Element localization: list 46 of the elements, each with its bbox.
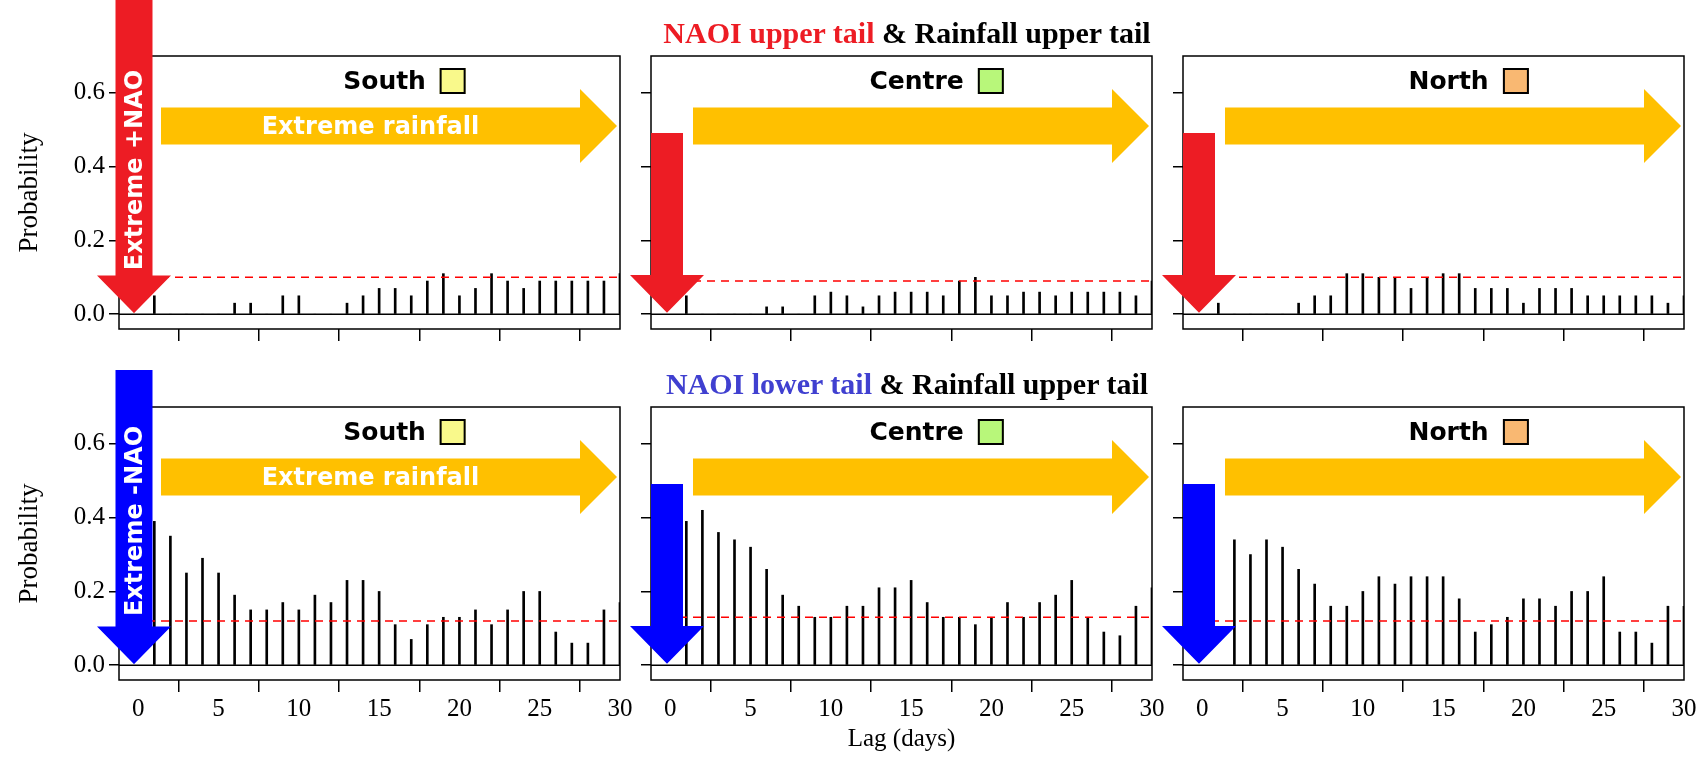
x-tick-label: 15 xyxy=(1430,693,1456,721)
text: & Rainfall upper tail xyxy=(879,367,1149,400)
chart-title: Centre xyxy=(869,66,964,95)
annotation: Extreme rainfall xyxy=(261,112,480,141)
y-tick-label: 0.4 xyxy=(73,151,106,179)
x-tick-label: 15 xyxy=(898,693,924,721)
y-tick-label: 0.6 xyxy=(73,428,105,456)
chart-title: North xyxy=(1408,66,1489,95)
annotation: Extreme -NAO xyxy=(119,426,148,617)
x-tick-label: 30 xyxy=(1671,693,1697,721)
x-tick-label: 25 xyxy=(1059,693,1085,721)
x-tick-label: 10 xyxy=(818,693,844,721)
x-tick-label: 25 xyxy=(527,693,553,721)
y-axis-title: Probability xyxy=(13,132,44,253)
chart-title: South xyxy=(343,417,426,446)
x-tick-label: 25 xyxy=(1591,693,1617,721)
annotation: Extreme +NAO xyxy=(119,70,148,271)
text: & Rainfall upper tail xyxy=(882,16,1151,49)
x-tick-label: 30 xyxy=(607,693,633,721)
x-tick-label: 30 xyxy=(1139,693,1165,721)
y-tick-label: 0.2 xyxy=(73,576,105,604)
x-tick-label: 15 xyxy=(366,693,392,721)
x-axis-title: Lag (days) xyxy=(847,723,956,752)
x-tick-label: 5 xyxy=(1276,693,1289,721)
text: NAOI lower tail xyxy=(665,367,872,400)
chart-title: Centre xyxy=(869,417,964,446)
annotation: Extreme rainfall xyxy=(261,463,480,492)
y-axis-title: Probability xyxy=(13,483,44,604)
x-tick-label: 20 xyxy=(978,693,1004,721)
chart-title: South xyxy=(343,66,426,95)
x-tick-label: 20 xyxy=(446,693,472,721)
x-tick-label: 0 xyxy=(1196,693,1209,721)
x-tick-label: 0 xyxy=(664,693,677,721)
x-tick-label: 5 xyxy=(744,693,757,721)
y-tick-label: 0.2 xyxy=(73,225,105,253)
x-tick-label: 5 xyxy=(212,693,225,721)
x-tick-label: 0 xyxy=(132,693,145,721)
y-tick-label: 0.4 xyxy=(73,502,106,530)
x-tick-label: 20 xyxy=(1510,693,1536,721)
text: NAOI upper tail xyxy=(663,16,875,49)
chart-title: North xyxy=(1408,417,1489,446)
y-tick-label: 0.6 xyxy=(73,77,105,105)
x-tick-label: 10 xyxy=(1350,693,1376,721)
y-tick-label: 0.0 xyxy=(73,649,105,677)
x-tick-label: 10 xyxy=(286,693,312,721)
y-tick-label: 0.0 xyxy=(73,298,105,326)
